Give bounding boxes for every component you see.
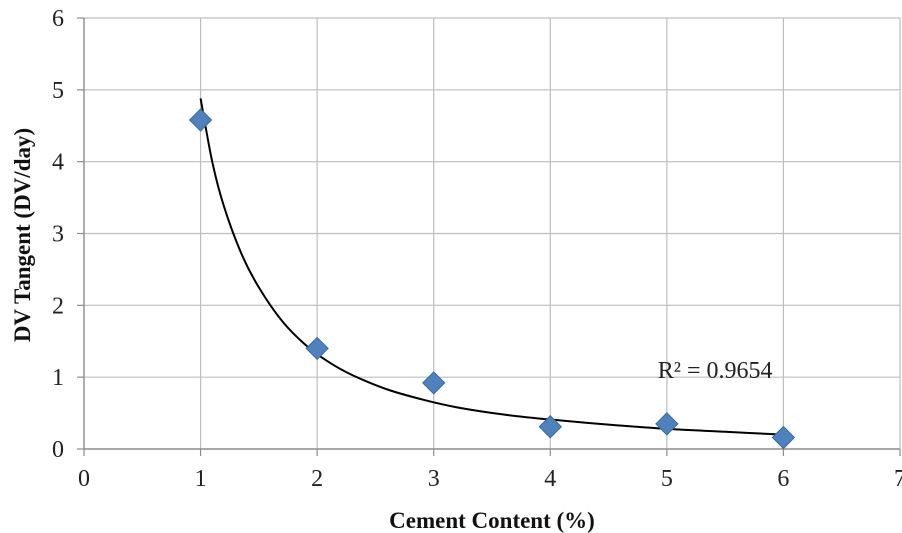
data-point-marker	[190, 109, 212, 131]
x-tick-label: 5	[661, 466, 673, 492]
r-squared-annotation: R² = 0.9654	[658, 358, 773, 384]
y-tick-label: 1	[52, 365, 64, 391]
x-tick-label: 4	[544, 466, 556, 492]
data-point-marker	[306, 337, 328, 359]
x-tick-label: 2	[311, 466, 323, 492]
tick-labels: 0 1 2 3 4 5 6 7 0 1 2 3 4 5 6	[52, 6, 902, 492]
trendline-layer	[201, 98, 784, 434]
data-point-marker	[772, 427, 794, 449]
x-axis-title: Cement Content (%)	[389, 508, 595, 533]
y-tick-label: 2	[52, 293, 64, 319]
data-point-marker	[423, 372, 445, 394]
y-axis-title: DV Tangent (DV/day)	[10, 128, 35, 342]
y-tick-label: 0	[52, 437, 64, 463]
data-point-marker	[656, 413, 678, 435]
y-tick-label: 5	[52, 78, 64, 104]
x-tick-label: 1	[195, 466, 207, 492]
y-tick-label: 4	[52, 150, 64, 176]
data-points	[190, 109, 795, 449]
x-tick-label: 6	[777, 466, 789, 492]
y-tick-label: 6	[52, 6, 64, 32]
x-tick-label: 0	[78, 466, 90, 492]
trendline	[201, 98, 784, 434]
x-tick-label: 3	[428, 466, 440, 492]
x-tick-label: 7	[894, 466, 902, 492]
grid-lines	[84, 18, 900, 449]
y-tick-label: 3	[52, 222, 64, 248]
